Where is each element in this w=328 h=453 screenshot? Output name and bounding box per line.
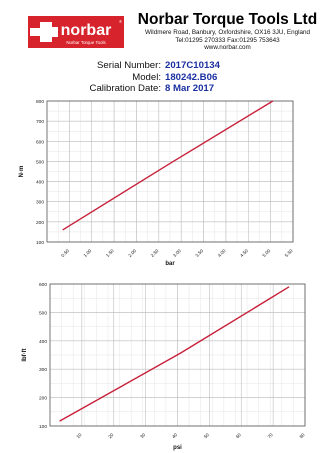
y-tick-label: 200	[36, 220, 44, 226]
certificate-details: Serial Number: 2017C10134 Model: 180242.…	[60, 60, 300, 95]
logo-wordmark: norbar	[61, 22, 112, 39]
y-tick-label: 600	[39, 282, 47, 288]
x-tick-label: 10	[75, 432, 82, 439]
x-tick-label: 3.50	[194, 248, 204, 258]
calibration-line	[59, 286, 290, 422]
y-tick-label: 500	[39, 310, 47, 316]
x-tick-label: 1.50	[105, 248, 115, 258]
y-tick-label: 700	[36, 119, 44, 125]
company-phone: Tel:01295 270333 Fax:01295 753643	[175, 36, 280, 44]
y-tick-label: 500	[36, 159, 44, 165]
x-tick-label: 1.00	[83, 248, 93, 258]
x-axis-label: psi	[173, 445, 182, 451]
x-tick-label: 4.00	[217, 248, 227, 258]
company-name: Norbar Torque Tools Ltd	[137, 11, 318, 28]
company-website: www.norbar.com	[204, 44, 251, 52]
serial-label: Serial Number:	[97, 60, 161, 71]
x-tick-label: 70	[267, 432, 274, 439]
y-tick-label: 100	[39, 424, 47, 430]
plot-frame	[46, 100, 294, 243]
torque-lbf-chart: 100 200 300 400 500 600 10 20 30 40 50 60 70 80 psi lbf…	[22, 282, 306, 451]
y-tick-label: 800	[36, 99, 44, 105]
x-axis-label: bar	[165, 261, 175, 267]
y-tick-label: 400	[36, 180, 44, 186]
date-value: 8 Mar 2017	[165, 83, 215, 94]
model-value: 180242.B06	[165, 71, 218, 83]
date-row: Calibration Date: 8 Mar 2017	[60, 83, 300, 95]
x-tick-label: 3.00	[172, 248, 182, 258]
company-block: Norbar Torque Tools Ltd Wildmere Road, B…	[130, 11, 325, 52]
y-tick-label: 600	[36, 139, 44, 145]
y-tick-label: 200	[39, 396, 47, 402]
x-tick-label: 2.00	[127, 248, 137, 258]
serial-row: Serial Number: 2017C10134	[60, 60, 300, 72]
model-label: Model:	[132, 71, 161, 83]
y-tick-label: 100	[36, 240, 44, 246]
x-tick-label: 4.50	[239, 248, 249, 258]
x-tick-label: 2.50	[150, 248, 160, 258]
logo-bolt-shape	[30, 22, 58, 42]
logo-subtext: Norbar Torque Tools	[66, 40, 106, 45]
x-tick-label: 20	[107, 432, 114, 439]
date-label: Calibration Date:	[89, 83, 161, 94]
x-tick-label: 60	[235, 432, 242, 439]
x-tick-label: 5.00	[261, 248, 271, 258]
x-tick-label: 40	[171, 432, 178, 439]
calibration-line	[62, 100, 274, 231]
x-tick-label: 0.50	[60, 248, 70, 258]
x-tick-label: 50	[203, 432, 210, 439]
company-address: Wildmere Road, Banbury, Oxfordshire, OX1…	[144, 29, 311, 36]
y-axis-label: lbf·ft	[22, 348, 28, 361]
y-tick-label: 300	[36, 200, 44, 206]
logo-registered-mark: ®	[119, 19, 122, 24]
y-tick-label: 300	[39, 367, 47, 373]
y-tick-label: 400	[39, 339, 47, 345]
x-tick-label: 80	[299, 432, 306, 439]
serial-value: 2017C10134	[165, 60, 220, 71]
model-row: Model: 180242.B06	[60, 72, 300, 84]
torque-nm-chart: 100 200 300 400 500 600 700 800 0.50 1.00 1.50 2.00…	[19, 99, 294, 267]
y-axis-label: N·m	[19, 166, 25, 178]
x-tick-label: 30	[139, 432, 146, 439]
x-tick-label: 5.50	[284, 248, 294, 258]
norbar-logo: norbar Norbar Torque Tools ®	[28, 16, 124, 48]
plot-frame	[49, 283, 306, 427]
